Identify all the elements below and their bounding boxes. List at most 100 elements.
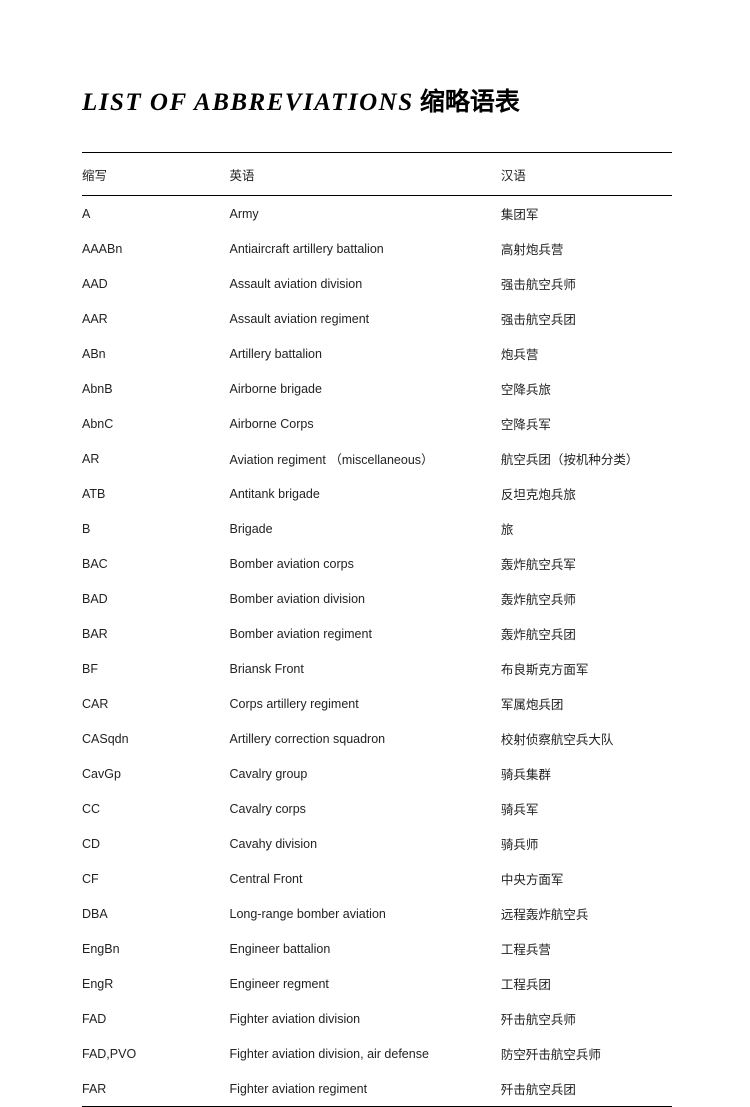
cell-en: Bomber aviation corps <box>230 546 501 581</box>
cell-en: Engineer regment <box>230 966 501 1001</box>
cell-cn: 反坦克炮兵旅 <box>501 476 672 511</box>
table-row: CASqdnArtillery correction squadron校射侦察航… <box>82 721 672 756</box>
cell-cn: 轰炸航空兵军 <box>501 546 672 581</box>
cell-abbr: CAR <box>82 686 230 721</box>
cell-abbr: FAD,PVO <box>82 1036 230 1071</box>
cell-cn: 旅 <box>501 511 672 546</box>
table-row: CDCavahy division骑兵师 <box>82 826 672 861</box>
table-row: FADFighter aviation division歼击航空兵师 <box>82 1001 672 1036</box>
table-row: CFCentral Front中央方面军 <box>82 861 672 896</box>
table-row: BARBomber aviation regiment轰炸航空兵团 <box>82 616 672 651</box>
cell-abbr: EngBn <box>82 931 230 966</box>
cell-en: Antitank brigade <box>230 476 501 511</box>
cell-abbr: A <box>82 196 230 232</box>
cell-cn: 校射侦察航空兵大队 <box>501 721 672 756</box>
cell-en: Cavalry corps <box>230 791 501 826</box>
cell-abbr: AAABn <box>82 231 230 266</box>
cell-cn: 强击航空兵团 <box>501 301 672 336</box>
cell-cn: 工程兵团 <box>501 966 672 1001</box>
cell-en: Engineer battalion <box>230 931 501 966</box>
cell-cn: 航空兵团（按机种分类） <box>501 441 672 476</box>
table-row: AADAssault aviation division强击航空兵师 <box>82 266 672 301</box>
cell-en: Bomber aviation regiment <box>230 616 501 651</box>
cell-en: Central Front <box>230 861 501 896</box>
cell-abbr: AAR <box>82 301 230 336</box>
table-row: FAD,PVOFighter aviation division, air de… <box>82 1036 672 1071</box>
cell-en: Fighter aviation regiment <box>230 1071 501 1107</box>
cell-abbr: BAR <box>82 616 230 651</box>
table-row: AbnCAirborne Corps空降兵军 <box>82 406 672 441</box>
cell-cn: 防空歼击航空兵师 <box>501 1036 672 1071</box>
header-abbr: 缩写 <box>82 153 230 196</box>
cell-abbr: DBA <box>82 896 230 931</box>
table-row: AAABnAntiaircraft artillery battalion高射炮… <box>82 231 672 266</box>
abbreviations-table: 缩写 英语 汉语 AArmy集团军AAABnAntiaircraft artil… <box>82 152 672 1107</box>
cell-en: Cavalry group <box>230 756 501 791</box>
page-title: LIST OF ABBREVIATIONS 缩略语表 <box>82 82 672 118</box>
cell-cn: 骑兵师 <box>501 826 672 861</box>
cell-en: Fighter aviation division, air defense <box>230 1036 501 1071</box>
table-row: BADBomber aviation division轰炸航空兵师 <box>82 581 672 616</box>
cell-en: Cavahy division <box>230 826 501 861</box>
table-row: ARAviation regiment （miscellaneous）航空兵团（… <box>82 441 672 476</box>
cell-abbr: CF <box>82 861 230 896</box>
cell-en: Briansk Front <box>230 651 501 686</box>
cell-cn: 军属炮兵团 <box>501 686 672 721</box>
cell-abbr: CavGp <box>82 756 230 791</box>
table-row: CCCavalry corps骑兵军 <box>82 791 672 826</box>
cell-en: Brigade <box>230 511 501 546</box>
cell-abbr: AbnB <box>82 371 230 406</box>
table-header-row: 缩写 英语 汉语 <box>82 153 672 196</box>
cell-cn: 中央方面军 <box>501 861 672 896</box>
cell-cn: 空降兵军 <box>501 406 672 441</box>
cell-abbr: CD <box>82 826 230 861</box>
cell-en: Assault aviation division <box>230 266 501 301</box>
table-row: AArmy集团军 <box>82 196 672 232</box>
table-row: ATBAntitank brigade反坦克炮兵旅 <box>82 476 672 511</box>
table-row: BACBomber aviation corps轰炸航空兵军 <box>82 546 672 581</box>
cell-abbr: BF <box>82 651 230 686</box>
cell-en: Artillery battalion <box>230 336 501 371</box>
title-chinese: 缩略语表 <box>414 89 520 116</box>
cell-cn: 集团军 <box>501 196 672 232</box>
cell-cn: 轰炸航空兵师 <box>501 581 672 616</box>
table-row: ABnArtillery battalion炮兵营 <box>82 336 672 371</box>
cell-en: Fighter aviation division <box>230 1001 501 1036</box>
cell-abbr: BAD <box>82 581 230 616</box>
cell-abbr: AR <box>82 441 230 476</box>
cell-cn: 歼击航空兵师 <box>501 1001 672 1036</box>
cell-abbr: EngR <box>82 966 230 1001</box>
cell-cn: 布良斯克方面军 <box>501 651 672 686</box>
cell-en: Bomber aviation division <box>230 581 501 616</box>
header-chinese: 汉语 <box>501 153 672 196</box>
table-row: AARAssault aviation regiment强击航空兵团 <box>82 301 672 336</box>
cell-abbr: ATB <box>82 476 230 511</box>
cell-abbr: ABn <box>82 336 230 371</box>
cell-abbr: CC <box>82 791 230 826</box>
header-english: 英语 <box>230 153 501 196</box>
cell-en: Artillery correction squadron <box>230 721 501 756</box>
cell-cn: 强击航空兵师 <box>501 266 672 301</box>
table-row: BFBriansk Front布良斯克方面军 <box>82 651 672 686</box>
table-row: CavGpCavalry group骑兵集群 <box>82 756 672 791</box>
cell-en: Assault aviation regiment <box>230 301 501 336</box>
cell-cn: 骑兵军 <box>501 791 672 826</box>
cell-abbr: B <box>82 511 230 546</box>
table-body: AArmy集团军AAABnAntiaircraft artillery batt… <box>82 196 672 1107</box>
cell-abbr: FAR <box>82 1071 230 1107</box>
cell-cn: 歼击航空兵团 <box>501 1071 672 1107</box>
cell-en: Corps artillery regiment <box>230 686 501 721</box>
cell-abbr: FAD <box>82 1001 230 1036</box>
cell-abbr: AbnC <box>82 406 230 441</box>
cell-cn: 高射炮兵营 <box>501 231 672 266</box>
cell-en: Long-range bomber aviation <box>230 896 501 931</box>
table-row: FARFighter aviation regiment歼击航空兵团 <box>82 1071 672 1107</box>
table-row: DBALong-range bomber aviation远程轰炸航空兵 <box>82 896 672 931</box>
cell-abbr: AAD <box>82 266 230 301</box>
table-row: AbnBAirborne brigade空降兵旅 <box>82 371 672 406</box>
table-row: EngBnEngineer battalion工程兵营 <box>82 931 672 966</box>
cell-en: Antiaircraft artillery battalion <box>230 231 501 266</box>
cell-en: Airborne brigade <box>230 371 501 406</box>
cell-abbr: BAC <box>82 546 230 581</box>
table-row: EngREngineer regment工程兵团 <box>82 966 672 1001</box>
